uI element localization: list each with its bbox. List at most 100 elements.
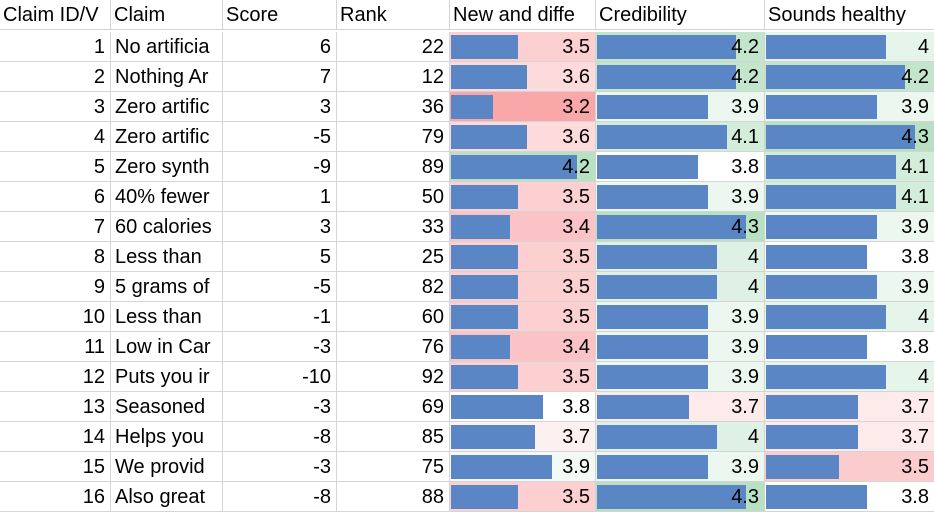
rank-cell[interactable]: 85: [337, 422, 450, 452]
score-cell[interactable]: -9: [223, 152, 337, 182]
credibility-cell[interactable]: 4.3: [596, 482, 765, 512]
rank-cell[interactable]: 60: [337, 302, 450, 332]
rank-cell[interactable]: 33: [337, 212, 450, 242]
new_and_different-cell[interactable]: 3.2: [450, 92, 596, 122]
claim-cell[interactable]: 40% fewer: [111, 182, 223, 212]
claim-id-cell[interactable]: 11: [0, 332, 111, 362]
sounds_healthy-cell[interactable]: 4: [765, 362, 934, 392]
credibility-cell[interactable]: 3.9: [596, 332, 765, 362]
score-cell[interactable]: 1: [223, 182, 337, 212]
new_and_different-cell[interactable]: 3.4: [450, 212, 596, 242]
new_and_different-cell[interactable]: 3.4: [450, 332, 596, 362]
claim-id-cell[interactable]: 16: [0, 482, 111, 512]
rank-cell[interactable]: 75: [337, 452, 450, 482]
new_and_different-cell[interactable]: 3.5: [450, 272, 596, 302]
rank-cell[interactable]: 76: [337, 332, 450, 362]
rank-cell[interactable]: 82: [337, 272, 450, 302]
rank-cell[interactable]: 89: [337, 152, 450, 182]
claim-id-cell[interactable]: 15: [0, 452, 111, 482]
score-cell[interactable]: 3: [223, 92, 337, 122]
claim-cell[interactable]: Nothing Ar: [111, 62, 223, 92]
credibility-cell[interactable]: 3.9: [596, 182, 765, 212]
header-sounds-healthy[interactable]: Sounds healthy: [765, 0, 934, 30]
sounds_healthy-cell[interactable]: 3.8: [765, 482, 934, 512]
score-cell[interactable]: -1: [223, 302, 337, 332]
claim-cell[interactable]: 60 calories: [111, 212, 223, 242]
credibility-cell[interactable]: 3.9: [596, 452, 765, 482]
claim-id-cell[interactable]: 7: [0, 212, 111, 242]
new_and_different-cell[interactable]: 3.5: [450, 182, 596, 212]
score-cell[interactable]: -5: [223, 272, 337, 302]
sounds_healthy-cell[interactable]: 3.9: [765, 92, 934, 122]
credibility-cell[interactable]: 4.3: [596, 212, 765, 242]
score-cell[interactable]: 5: [223, 242, 337, 272]
score-cell[interactable]: -10: [223, 362, 337, 392]
claim-cell[interactable]: Zero artific: [111, 92, 223, 122]
claim-id-cell[interactable]: 6: [0, 182, 111, 212]
claim-cell[interactable]: 5 grams of: [111, 272, 223, 302]
rank-cell[interactable]: 22: [337, 32, 450, 62]
header-rank[interactable]: Rank: [337, 0, 450, 30]
claim-id-cell[interactable]: 14: [0, 422, 111, 452]
new_and_different-cell[interactable]: 3.8: [450, 392, 596, 422]
claim-cell[interactable]: Zero artific: [111, 122, 223, 152]
credibility-cell[interactable]: 4: [596, 422, 765, 452]
credibility-cell[interactable]: 4: [596, 242, 765, 272]
new_and_different-cell[interactable]: 3.5: [450, 362, 596, 392]
sounds_healthy-cell[interactable]: 4.2: [765, 62, 934, 92]
new_and_different-cell[interactable]: 4.2: [450, 152, 596, 182]
sounds_healthy-cell[interactable]: 4: [765, 302, 934, 332]
claim-cell[interactable]: Puts you ir: [111, 362, 223, 392]
new_and_different-cell[interactable]: 3.5: [450, 32, 596, 62]
credibility-cell[interactable]: 4.2: [596, 62, 765, 92]
sounds_healthy-cell[interactable]: 3.8: [765, 242, 934, 272]
claim-cell[interactable]: Less than: [111, 242, 223, 272]
score-cell[interactable]: 7: [223, 62, 337, 92]
new_and_different-cell[interactable]: 3.7: [450, 422, 596, 452]
rank-cell[interactable]: 79: [337, 122, 450, 152]
claim-id-cell[interactable]: 1: [0, 32, 111, 62]
rank-cell[interactable]: 25: [337, 242, 450, 272]
sounds_healthy-cell[interactable]: 3.5: [765, 452, 934, 482]
header-score[interactable]: Score: [223, 0, 337, 30]
score-cell[interactable]: -8: [223, 422, 337, 452]
claim-id-cell[interactable]: 4: [0, 122, 111, 152]
score-cell[interactable]: -3: [223, 452, 337, 482]
score-cell[interactable]: -8: [223, 482, 337, 512]
header-new-and-different[interactable]: New and diffe: [450, 0, 596, 30]
rank-cell[interactable]: 12: [337, 62, 450, 92]
claim-cell[interactable]: Helps you: [111, 422, 223, 452]
claim-cell[interactable]: Low in Car: [111, 332, 223, 362]
sounds_healthy-cell[interactable]: 4.1: [765, 152, 934, 182]
score-cell[interactable]: -5: [223, 122, 337, 152]
new_and_different-cell[interactable]: 3.6: [450, 62, 596, 92]
claim-cell[interactable]: We provid: [111, 452, 223, 482]
sounds_healthy-cell[interactable]: 3.7: [765, 422, 934, 452]
new_and_different-cell[interactable]: 3.6: [450, 122, 596, 152]
new_and_different-cell[interactable]: 3.5: [450, 302, 596, 332]
claim-id-cell[interactable]: 13: [0, 392, 111, 422]
rank-cell[interactable]: 92: [337, 362, 450, 392]
claim-cell[interactable]: Zero synth: [111, 152, 223, 182]
claim-id-cell[interactable]: 9: [0, 272, 111, 302]
claim-cell[interactable]: Less than: [111, 302, 223, 332]
header-credibility[interactable]: Credibility: [596, 0, 765, 30]
sounds_healthy-cell[interactable]: 4: [765, 32, 934, 62]
sounds_healthy-cell[interactable]: 3.7: [765, 392, 934, 422]
claim-id-cell[interactable]: 5: [0, 152, 111, 182]
credibility-cell[interactable]: 3.9: [596, 92, 765, 122]
sounds_healthy-cell[interactable]: 3.8: [765, 332, 934, 362]
score-cell[interactable]: -3: [223, 332, 337, 362]
credibility-cell[interactable]: 3.7: [596, 392, 765, 422]
new_and_different-cell[interactable]: 3.5: [450, 482, 596, 512]
credibility-cell[interactable]: 4.2: [596, 32, 765, 62]
credibility-cell[interactable]: 3.9: [596, 362, 765, 392]
credibility-cell[interactable]: 3.8: [596, 152, 765, 182]
claim-id-cell[interactable]: 12: [0, 362, 111, 392]
sounds_healthy-cell[interactable]: 4.1: [765, 182, 934, 212]
sounds_healthy-cell[interactable]: 3.9: [765, 212, 934, 242]
credibility-cell[interactable]: 3.9: [596, 302, 765, 332]
new_and_different-cell[interactable]: 3.5: [450, 242, 596, 272]
score-cell[interactable]: 3: [223, 212, 337, 242]
claim-id-cell[interactable]: 3: [0, 92, 111, 122]
